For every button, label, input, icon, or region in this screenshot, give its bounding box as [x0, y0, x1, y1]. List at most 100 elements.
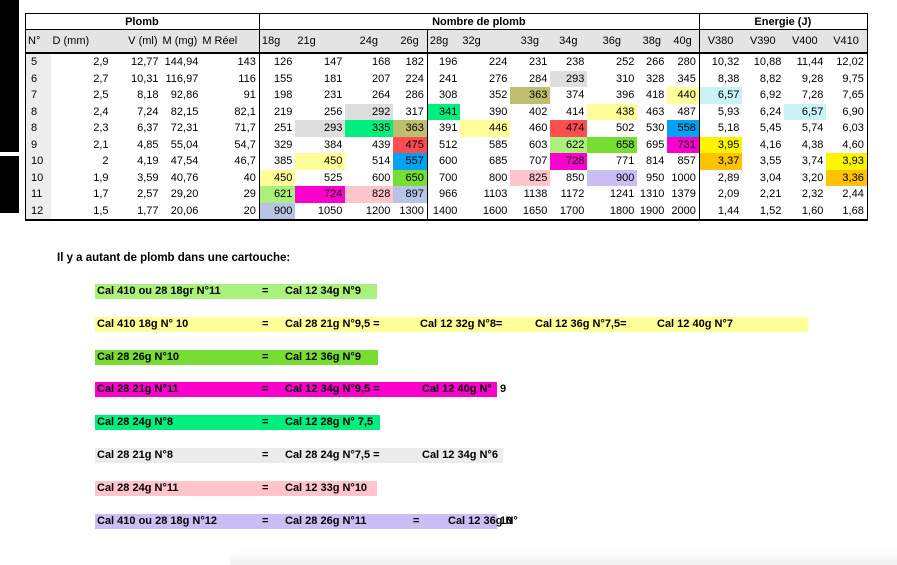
- table-cell-v410[interactable]: 6,03: [842, 122, 864, 134]
- table-cell-d[interactable]: 2,4: [93, 105, 109, 118]
- table-cell-v380[interactable]: 1,44: [717, 204, 740, 217]
- table-cell-g32[interactable]: 685: [488, 155, 508, 167]
- table-cell-g38[interactable]: 328: [645, 72, 665, 85]
- column-header-g21[interactable]: 21g: [295, 29, 346, 54]
- table-cell-g24[interactable]: 168: [371, 56, 391, 68]
- table-cell-v390[interactable]: 3,55: [759, 155, 782, 167]
- table-cell-mreel[interactable]: 29: [200, 186, 260, 203]
- table-cell-g40[interactable]: 1000: [667, 169, 700, 186]
- table-cell-v[interactable]: 12,77: [130, 56, 159, 68]
- table-cell-v410[interactable]: 6,90: [842, 105, 864, 118]
- table-cell-v400[interactable]: 9,28: [801, 72, 824, 85]
- table-cell-n[interactable]: 11: [25, 186, 51, 203]
- table-cell-v410[interactable]: 3,36: [826, 169, 868, 186]
- table-cell-g36[interactable]: 900: [587, 169, 638, 186]
- table-cell-g21[interactable]: 724: [295, 186, 346, 203]
- table-cell-g34[interactable]: 622: [550, 136, 588, 153]
- table-cell-g34[interactable]: 1700: [559, 204, 585, 217]
- table-cell-g34[interactable]: 293: [550, 70, 588, 87]
- table-cell-v[interactable]: 4,85: [137, 138, 159, 151]
- table-cell-g24[interactable]: 1200: [365, 204, 391, 217]
- section-header[interactable]: Plomb: [25, 13, 260, 30]
- table-cell-v410[interactable]: 1,68: [842, 204, 864, 217]
- table-cell-g34[interactable]: 474: [550, 120, 588, 137]
- table-cell-g36[interactable]: 310: [615, 72, 635, 85]
- legend-color-band[interactable]: [95, 382, 497, 397]
- table-cell-g40[interactable]: 487: [667, 103, 700, 120]
- table-cell-g32[interactable]: 224: [488, 56, 508, 68]
- table-cell-mreel[interactable]: 54,7: [200, 136, 260, 153]
- table-cell-v[interactable]: 7,24: [137, 105, 159, 118]
- table-cell-m[interactable]: 92,86: [170, 89, 199, 101]
- legend-color-band[interactable]: [95, 317, 808, 332]
- table-cell-d[interactable]: 2: [102, 155, 109, 167]
- table-cell-v[interactable]: 1,77: [137, 204, 159, 217]
- column-header-g34[interactable]: 34g: [550, 29, 588, 54]
- column-header-g38[interactable]: 38g: [637, 29, 668, 54]
- legend-row[interactable]: Cal 28 24g N°8 = Cal 12 28g N° 7,5: [0, 415, 897, 430]
- table-cell-d[interactable]: 1,5: [93, 204, 109, 217]
- table-cell-v380[interactable]: 2,89: [717, 171, 740, 184]
- table-cell-g40[interactable]: 280: [667, 53, 700, 71]
- table-cell-g28[interactable]: 308: [438, 89, 458, 101]
- column-header-mreel[interactable]: M Réel: [200, 29, 260, 54]
- table-cell-v[interactable]: 2,57: [137, 188, 159, 200]
- table-cell-g40[interactable]: 558: [667, 120, 700, 137]
- legend-row[interactable]: Cal 28 26g N°10 = Cal 12 36g N°9: [0, 350, 897, 365]
- table-cell-g33[interactable]: 284: [528, 72, 548, 85]
- table-cell-g34[interactable]: 1172: [560, 188, 585, 200]
- table-cell-g40[interactable]: 857: [667, 153, 700, 170]
- table-cell-v380[interactable]: 2,09: [717, 188, 740, 200]
- table-cell-v380[interactable]: 5,18: [717, 122, 740, 134]
- table-cell-g24[interactable]: 828: [345, 186, 394, 203]
- table-cell-v410[interactable]: 4,60: [842, 138, 864, 151]
- table-cell-v410[interactable]: 9,75: [842, 72, 864, 85]
- table-cell-g33[interactable]: 1650: [522, 204, 548, 217]
- table-cell-g38[interactable]: 695: [645, 138, 665, 151]
- table-cell-g26[interactable]: 317: [393, 103, 428, 120]
- table-cell-mreel[interactable]: 71,7: [200, 120, 260, 137]
- table-cell-n[interactable]: 7: [25, 87, 51, 104]
- table-cell-v390[interactable]: 10,88: [753, 56, 782, 68]
- table-cell-m[interactable]: 29,20: [170, 188, 199, 200]
- table-cell-g24[interactable]: 514: [371, 155, 391, 167]
- table-cell-g36[interactable]: 658: [587, 136, 638, 153]
- legend-color-band[interactable]: [95, 481, 377, 496]
- column-header-v[interactable]: V (ml): [110, 29, 161, 54]
- table-cell-g28[interactable]: 341: [427, 103, 461, 120]
- table-cell-v[interactable]: 3,59: [137, 171, 159, 184]
- table-cell-v410[interactable]: 3,93: [826, 153, 868, 170]
- table-cell-g24[interactable]: 439: [371, 138, 391, 151]
- table-cell-g34[interactable]: 850: [565, 171, 585, 184]
- column-header-g40[interactable]: 40g: [667, 29, 700, 54]
- table-cell-g32[interactable]: 390: [488, 105, 508, 118]
- table-cell-g21[interactable]: 450: [295, 153, 346, 170]
- table-cell-v380[interactable]: 8,38: [717, 72, 740, 85]
- table-cell-g18[interactable]: 155: [273, 72, 293, 85]
- column-header-g28[interactable]: 28g: [427, 29, 461, 54]
- table-cell-g32[interactable]: 1103: [483, 188, 508, 200]
- table-cell-g26[interactable]: 475: [393, 136, 428, 153]
- table-cell-mreel[interactable]: 82,1: [200, 103, 260, 120]
- table-cell-g34[interactable]: 728: [550, 153, 588, 170]
- column-header-v390[interactable]: V390: [742, 29, 785, 54]
- table-cell-g32[interactable]: 1600: [482, 204, 508, 217]
- table-cell-g28[interactable]: 1400: [432, 204, 458, 217]
- table-cell-g18[interactable]: 450: [259, 169, 296, 186]
- table-cell-g21[interactable]: 231: [323, 89, 343, 101]
- table-cell-g21[interactable]: 525: [323, 171, 343, 184]
- shot-table[interactable]: Plomb Nombre de plomb Energie (J) N° D (mm) V…: [25, 13, 868, 221]
- table-cell-g38[interactable]: 1900: [639, 204, 665, 217]
- column-header-g32[interactable]: 32g: [460, 29, 511, 54]
- table-cell-g36[interactable]: 771: [615, 155, 635, 167]
- table-cell-g26[interactable]: 224: [393, 70, 428, 87]
- table-cell-d[interactable]: 2,5: [93, 89, 109, 101]
- table-cell-g24[interactable]: 207: [371, 72, 391, 85]
- table-cell-g36[interactable]: 252: [615, 56, 635, 68]
- table-cell-g33[interactable]: 460: [528, 122, 548, 134]
- table-cell-v380[interactable]: 10,32: [711, 56, 740, 68]
- table-cell-n[interactable]: 12: [25, 202, 51, 220]
- column-header-g33[interactable]: 33g: [510, 29, 551, 54]
- table-cell-n[interactable]: 10: [25, 153, 51, 170]
- table-cell-g33[interactable]: 231: [528, 56, 548, 68]
